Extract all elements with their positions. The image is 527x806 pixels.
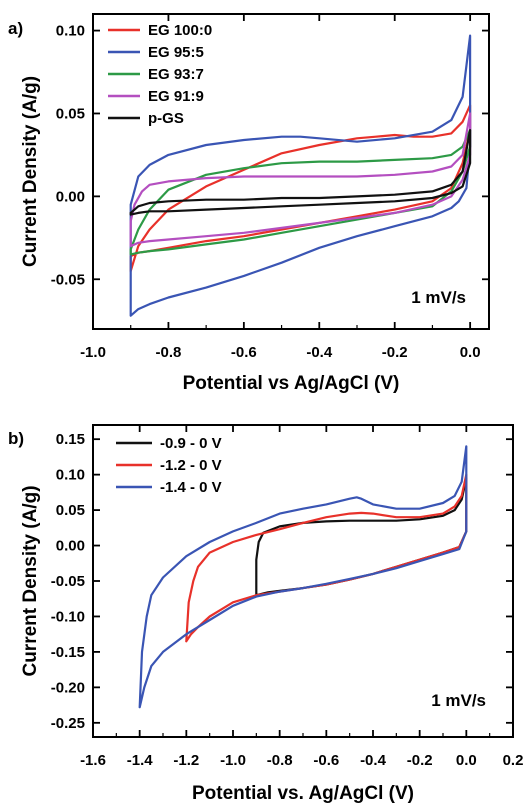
y-tick-label: 0.05 [56,105,85,122]
x-tick-label: -0.8 [267,752,293,769]
legend-entry: -1.4 - 0 V [160,479,222,496]
panel-label: a) [8,19,23,38]
y-tick-label: -0.05 [51,271,85,288]
legend-entry: -0.9 - 0 V [160,435,222,452]
legend-entry: EG 95:5 [148,44,204,61]
x-tick-label: -1.2 [173,752,199,769]
x-tick-label: -0.4 [360,752,387,769]
legend-entry: p-GS [148,110,184,127]
scan-rate-annotation: 1 mV/s [411,288,466,307]
chart-panel-b: -1.6 -1.4 -1.2 -1.0 -0.8 -0.6 -0.4 -0.2 0.0 0.2 -0… [8,424,524,804]
series-line-5 [129,129,472,216]
x-tick-label: 0.2 [503,752,524,769]
x-axis-title: Potential vs. Ag/AgCl (V) [192,783,414,804]
y-tick-label: 0.05 [56,502,85,519]
x-tick-label: 0.0 [456,752,477,769]
y-tick-label: 0.10 [56,23,85,40]
x-axis-title: Potential vs Ag/AgCl (V) [183,373,400,394]
y-tick-label: -0.10 [51,608,85,625]
chart-panel-a: -1.0 -0.8 -0.6 -0.4 -0.2 0.0 -0.05 0.00 0.05 0.10… [8,13,490,394]
x-tick-label: -1.0 [80,344,106,361]
x-tick-label: 0.0 [460,344,481,361]
x-tick-label: -0.2 [382,344,408,361]
scan-rate-annotation: 1 mV/s [431,691,486,710]
y-tick-label: -0.15 [51,644,85,661]
series-line-2 [185,473,468,643]
series-line-1 [129,104,472,273]
y-tick-label: -0.20 [51,679,85,696]
legend-entry: EG 93:7 [148,66,204,83]
y-tick-label: -0.25 [51,715,85,732]
x-tick-label: -0.6 [313,752,339,769]
panel-label: b) [8,429,24,448]
y-tick-label: 0.10 [56,467,85,484]
y-axis-title: Current Density (A/g) [20,76,41,267]
x-tick-label: -0.2 [407,752,433,769]
x-tick-label: -0.6 [231,344,257,361]
y-tick-label: 0.00 [56,188,85,205]
legend-entry: EG 91:9 [148,88,204,105]
y-tick-label: 0.00 [56,538,85,555]
plot-frame [92,13,490,330]
x-tick-label: -1.4 [127,752,154,769]
x-tick-label: -1.6 [80,752,106,769]
x-tick-label: -0.4 [306,344,333,361]
y-axis-title: Current Density (A/g) [20,485,41,676]
x-tick-label: -1.0 [220,752,246,769]
series-line-3 [138,445,468,709]
y-tick-label: 0.15 [56,431,85,448]
x-tick-label: -0.8 [155,344,181,361]
y-tick-label: -0.05 [51,573,85,590]
legend-entry: EG 100:0 [148,22,212,39]
legend-entry: -1.2 - 0 V [160,457,222,474]
